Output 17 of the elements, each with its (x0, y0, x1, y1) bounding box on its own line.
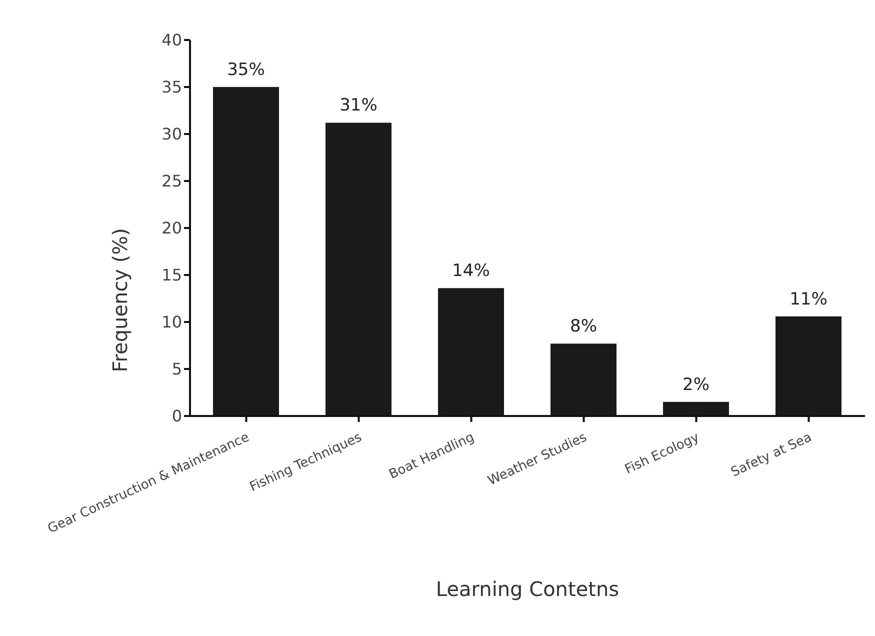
y-tick-label: 40 (162, 30, 182, 50)
y-tick-label: 10 (162, 312, 182, 332)
x-axis-title: Learning Contetns (436, 577, 620, 601)
y-tick-label: 20 (162, 218, 182, 238)
data-label: 31% (340, 96, 378, 116)
y-tick-label: 35 (162, 78, 182, 97)
y-tick-label: 0 (172, 406, 182, 426)
data-label: 11% (790, 289, 828, 310)
data-label: 2% (682, 374, 710, 395)
data-label: 14% (452, 261, 490, 282)
y-tick-label: 25 (162, 172, 182, 191)
data-label: 8% (570, 316, 597, 337)
y-tick-label: 15 (162, 266, 182, 285)
y-axis-title: Frequency (%) (108, 228, 132, 372)
data-label: 35% (227, 60, 265, 80)
y-tick-label: 30 (162, 124, 182, 144)
y-tick-label: 5 (172, 360, 182, 379)
